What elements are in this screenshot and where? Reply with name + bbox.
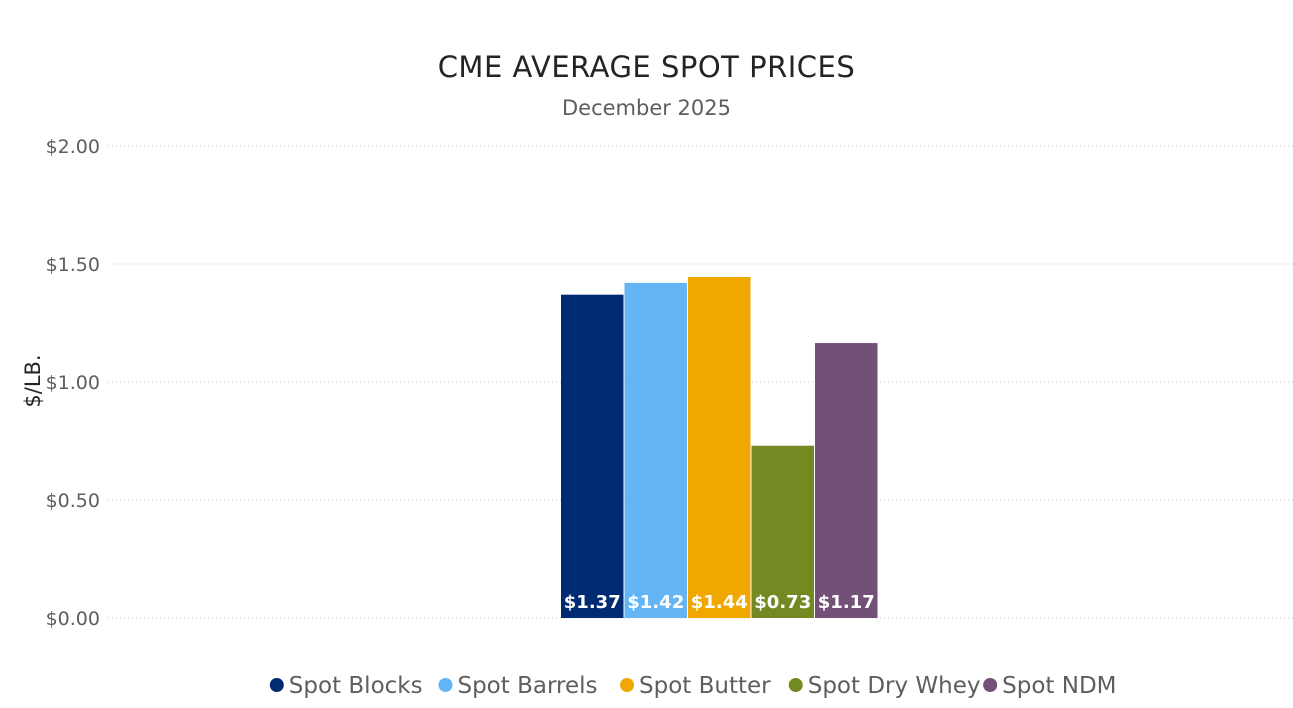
legend-item-spot-barrels[interactable]: Spot Barrels: [438, 673, 597, 699]
legend-item-spot-blocks[interactable]: Spot Blocks: [269, 673, 423, 699]
bar-spot-dry-whey[interactable]: [751, 445, 815, 618]
data-label: $1.42: [627, 592, 684, 613]
legend-item-spot-ndm[interactable]: Spot NDM: [983, 673, 1117, 699]
legend-label: Spot Barrels: [457, 673, 597, 699]
y-tick-label: $0.00: [46, 608, 100, 630]
chart-subtitle: December 2025: [561, 96, 731, 120]
legend-label: Spot Dry Whey: [808, 673, 981, 699]
legend-marker: [983, 678, 998, 692]
y-tick-label: $1.00: [46, 372, 100, 394]
legend: Spot Blocks Spot Barrels Spot Butter Spot D…: [269, 673, 1117, 699]
bar-spot-blocks[interactable]: [561, 294, 624, 618]
legend-label: Spot Butter: [639, 673, 771, 699]
legend-marker: [438, 678, 453, 692]
legend-marker: [788, 678, 803, 692]
y-tick-label: $0.50: [46, 490, 100, 512]
bars: [561, 276, 878, 618]
data-labels: $1.37 $1.42 $1.44 $0.73 $1.17: [564, 592, 875, 613]
bar-spot-barrels[interactable]: [624, 282, 688, 618]
y-axis-label: $/LB.: [21, 354, 45, 407]
data-label: $1.44: [691, 592, 748, 613]
data-label: $0.73: [754, 592, 811, 613]
y-tick-label: $2.00: [46, 136, 100, 158]
legend-marker: [620, 678, 635, 692]
legend-item-spot-butter[interactable]: Spot Butter: [620, 673, 771, 699]
legend-item-spot-dry-whey[interactable]: Spot Dry Whey: [788, 673, 981, 699]
y-axis-ticks: $0.00 $0.50 $1.00 $1.50 $2.00: [46, 136, 100, 630]
data-label: $1.37: [564, 592, 621, 613]
data-label: $1.17: [818, 592, 875, 613]
bar-spot-ndm[interactable]: [815, 343, 878, 618]
legend-label: Spot Blocks: [289, 673, 423, 699]
chart-title: CME AVERAGE SPOT PRICES: [437, 50, 856, 84]
legend-label: Spot NDM: [1002, 673, 1116, 699]
legend-marker: [269, 678, 284, 692]
y-tick-label: $1.50: [46, 254, 100, 276]
bar-spot-butter[interactable]: [688, 276, 751, 618]
